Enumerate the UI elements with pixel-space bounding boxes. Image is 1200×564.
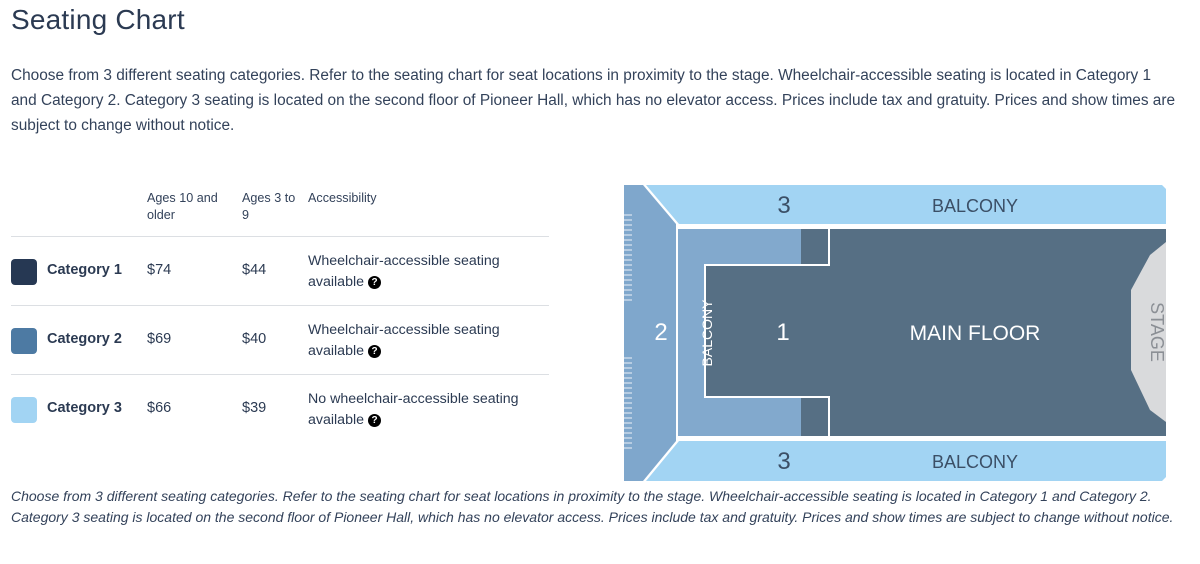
bottom-section-label: BALCONY [932, 452, 1018, 472]
adult-price: $69 [147, 331, 172, 347]
help-icon[interactable]: ? [368, 276, 382, 289]
seat-ticks [622, 214, 632, 449]
seating-map: 3 BALCONY 3 BALCONY 2 BALCONY 1 MAIN FLO… [622, 185, 1167, 481]
category-3-bottom-balcony [646, 441, 1166, 481]
accessibility-cell: No wheelchair-accessible seating availab… [308, 389, 548, 431]
bottom-section-number: 3 [777, 448, 790, 475]
left-section-number: 2 [654, 319, 667, 346]
intro-text: Choose from 3 different seating categori… [11, 67, 1176, 134]
pricing-table: Ages 10 and older Ages 3 to 9 Accessibil… [11, 190, 549, 443]
header-child: Ages 3 to 9 [242, 191, 296, 222]
child-price: $44 [242, 262, 267, 278]
category-1-main-floor-front [706, 264, 802, 398]
header-adult: Ages 10 and older [147, 191, 218, 222]
table-row: Category 2 $69 $40 Wheelchair-accessible… [11, 306, 549, 375]
page-title: Seating Chart [11, 4, 185, 35]
top-section-label: BALCONY [932, 196, 1018, 216]
table-header: Ages 10 and older Ages 3 to 9 Accessibil… [11, 190, 549, 237]
child-price: $40 [242, 331, 267, 347]
category-swatch [11, 397, 37, 423]
category-3-top-balcony [646, 185, 1166, 224]
accessibility-text: No wheelchair-accessible seating availab… [308, 391, 519, 428]
category-2-left-section [624, 185, 676, 481]
stage [1131, 242, 1166, 422]
adult-price: $66 [147, 400, 172, 416]
category-label: Category 3 [47, 400, 122, 416]
side-balcony-label: BALCONY [699, 299, 715, 367]
adult-price: $74 [147, 262, 172, 278]
top-section-number: 3 [777, 192, 790, 219]
category-label: Category 1 [47, 262, 122, 278]
help-icon[interactable]: ? [368, 414, 382, 427]
main-section-number: 1 [776, 319, 789, 346]
accessibility-text: Wheelchair-accessible seating available [308, 322, 500, 359]
map-caption: Choose from 3 different seating categori… [11, 488, 1174, 525]
accessibility-cell: Wheelchair-accessible seating available? [308, 251, 548, 293]
category-swatch [11, 328, 37, 354]
header-accessibility: Accessibility [308, 191, 377, 205]
main-floor-label: MAIN FLOOR [910, 322, 1041, 345]
category-swatch [11, 259, 37, 285]
category-label: Category 2 [47, 331, 122, 347]
help-icon[interactable]: ? [368, 345, 382, 358]
category-1-main-floor [801, 229, 1166, 436]
stage-label: STAGE [1147, 302, 1167, 362]
child-price: $39 [242, 400, 267, 416]
table-row: Category 1 $74 $44 Wheelchair-accessible… [11, 237, 549, 306]
accessibility-cell: Wheelchair-accessible seating available? [308, 320, 548, 362]
accessibility-text: Wheelchair-accessible seating available [308, 253, 500, 290]
table-row: Category 3 $66 $39 No wheelchair-accessi… [11, 375, 549, 443]
